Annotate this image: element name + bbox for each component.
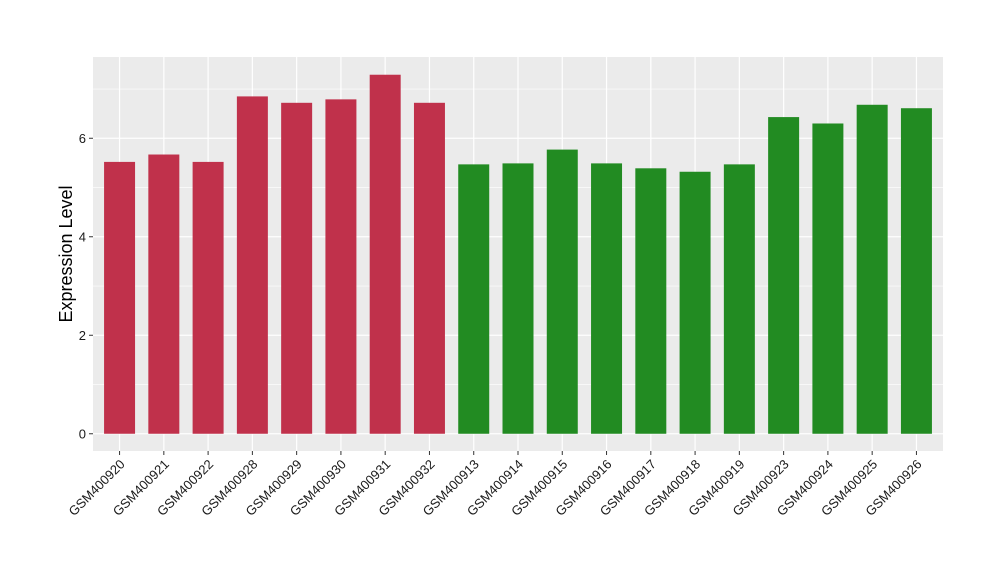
y-axis-title: Expression Level: [56, 185, 76, 322]
y-tick-label: 6: [79, 131, 86, 146]
bar: [591, 163, 623, 434]
bar: [281, 102, 313, 434]
bar: [148, 154, 180, 434]
y-axis: 0 2 4 6: [79, 131, 93, 441]
bars: [104, 74, 932, 434]
bar: [192, 161, 224, 434]
y-tick-label: 4: [79, 229, 86, 244]
bar: [502, 163, 534, 434]
bar: [768, 117, 800, 434]
bar: [900, 108, 932, 434]
bar: [369, 74, 401, 434]
bar: [325, 99, 357, 434]
bar: [546, 149, 578, 434]
y-tick-label: 2: [79, 328, 86, 343]
bar: [856, 104, 888, 434]
bar: [458, 164, 490, 434]
bar: [236, 96, 268, 434]
bar: [635, 168, 667, 434]
bar: [104, 161, 136, 434]
y-tick-label: 0: [79, 426, 86, 441]
bar: [723, 164, 755, 434]
x-axis: GSM400920GSM400921GSM400922GSM400928GSM4…: [65, 451, 925, 519]
bar: [679, 171, 711, 434]
bar: [812, 123, 844, 434]
bar: [413, 102, 445, 434]
